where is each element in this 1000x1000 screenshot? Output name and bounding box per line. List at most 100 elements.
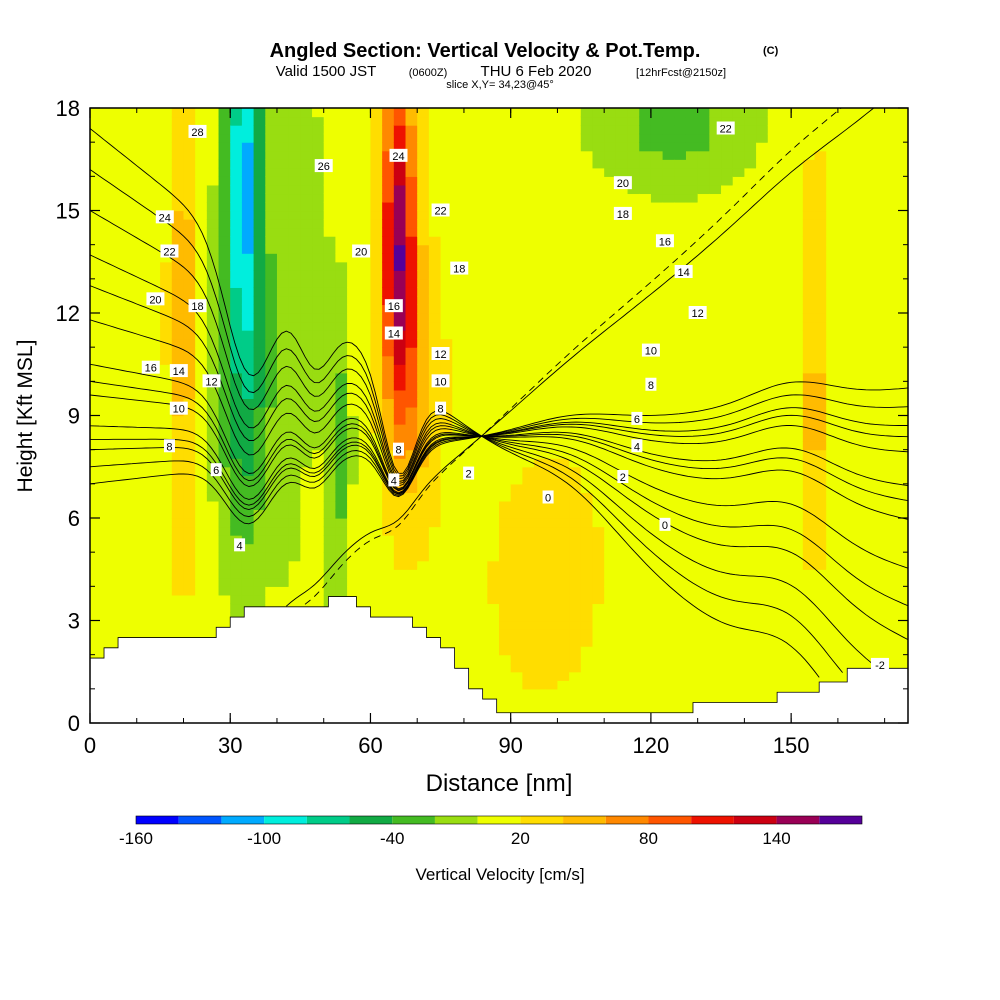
- field-cell: [884, 637, 897, 647]
- field-cell: [265, 338, 278, 348]
- field-cell: [534, 688, 547, 698]
- field-cell: [160, 492, 173, 502]
- field-cell: [849, 304, 862, 314]
- field-cell: [241, 167, 255, 177]
- field-cell: [335, 475, 348, 485]
- field-cell: [358, 483, 372, 493]
- field-cell: [463, 492, 477, 502]
- field-cell: [101, 577, 114, 587]
- field-cell: [487, 355, 500, 365]
- field-cell: [767, 577, 781, 587]
- field-cell: [849, 236, 862, 246]
- field-cell: [183, 347, 196, 357]
- field-cell: [288, 543, 301, 553]
- field-cell: [884, 577, 897, 587]
- field-cell: [604, 518, 617, 528]
- field-cell: [721, 449, 734, 459]
- field-cell: [276, 415, 290, 425]
- field-cell: [370, 116, 383, 126]
- field-cell: [685, 637, 699, 647]
- field-cell: [347, 552, 360, 562]
- field-cell: [312, 441, 325, 451]
- field-cell: [791, 500, 804, 511]
- field-cell: [557, 398, 570, 408]
- field-cell: [767, 424, 781, 434]
- field-cell: [241, 236, 255, 246]
- field-cell: [487, 244, 500, 254]
- field-cell: [779, 432, 792, 442]
- field-cell: [510, 355, 523, 365]
- field-cell: [206, 150, 220, 160]
- field-cell: [218, 620, 231, 630]
- field-cell: [417, 108, 430, 118]
- field-cell: [837, 500, 851, 511]
- field-cell: [101, 338, 114, 348]
- field-cell: [452, 116, 465, 126]
- field-cell: [206, 210, 220, 220]
- field-cell: [615, 270, 629, 280]
- field-cell: [183, 543, 196, 553]
- field-cell: [499, 253, 512, 263]
- field-cell: [569, 535, 582, 545]
- field-cell: [534, 637, 547, 647]
- field-cell: [276, 372, 290, 382]
- field-cell: [253, 355, 266, 365]
- field-cell: [487, 475, 500, 485]
- field-cell: [288, 398, 301, 408]
- field-cell: [370, 184, 383, 195]
- field-cell: [756, 441, 769, 451]
- field-cell: [171, 159, 185, 169]
- field-cell: [685, 253, 699, 263]
- field-cell: [639, 236, 652, 246]
- field-cell: [639, 577, 652, 587]
- field-cell: [510, 176, 523, 186]
- field-cell: [767, 253, 781, 263]
- field-cell: [253, 201, 266, 212]
- field-cell: [335, 287, 348, 297]
- field-cell: [756, 184, 769, 195]
- field-cell: [884, 543, 897, 553]
- field-cell: [604, 167, 617, 177]
- field-cell: [557, 543, 570, 553]
- field-cell: [721, 680, 734, 690]
- field-cell: [452, 201, 465, 212]
- field-cell: [756, 278, 769, 288]
- field-cell: [417, 526, 430, 536]
- field-cell: [685, 364, 699, 374]
- field-cell: [545, 313, 559, 323]
- field-cell: [685, 227, 699, 237]
- field-cell: [101, 381, 114, 391]
- field-cell: [545, 560, 559, 570]
- field-cell: [627, 466, 640, 476]
- field-cell: [639, 586, 652, 596]
- field-cell: [160, 483, 173, 493]
- field-cell: [791, 483, 804, 493]
- field-cell: [545, 637, 559, 647]
- field-cell: [545, 526, 559, 536]
- field-cell: [721, 142, 734, 152]
- field-cell: [347, 116, 360, 126]
- field-cell: [475, 201, 488, 212]
- field-cell: [370, 133, 383, 143]
- field-cell: [171, 594, 185, 605]
- field-cell: [791, 338, 804, 348]
- field-cell: [802, 577, 816, 587]
- field-cell: [884, 278, 897, 288]
- field-cell: [358, 415, 372, 425]
- field-cell: [206, 133, 220, 143]
- field-cell: [241, 560, 255, 570]
- field-cell: [358, 184, 372, 195]
- field-cell: [685, 594, 699, 605]
- field-cell: [721, 697, 734, 707]
- field-cell: [814, 449, 827, 459]
- field-cell: [849, 441, 862, 451]
- field-cell: [802, 441, 816, 451]
- field-cell: [569, 492, 582, 502]
- field-cell: [499, 424, 512, 434]
- field-cell: [335, 184, 348, 195]
- field-cell: [101, 304, 114, 314]
- field-cell: [557, 304, 570, 314]
- field-cell: [382, 441, 395, 451]
- field-cell: [650, 193, 664, 203]
- field-cell: [674, 133, 687, 143]
